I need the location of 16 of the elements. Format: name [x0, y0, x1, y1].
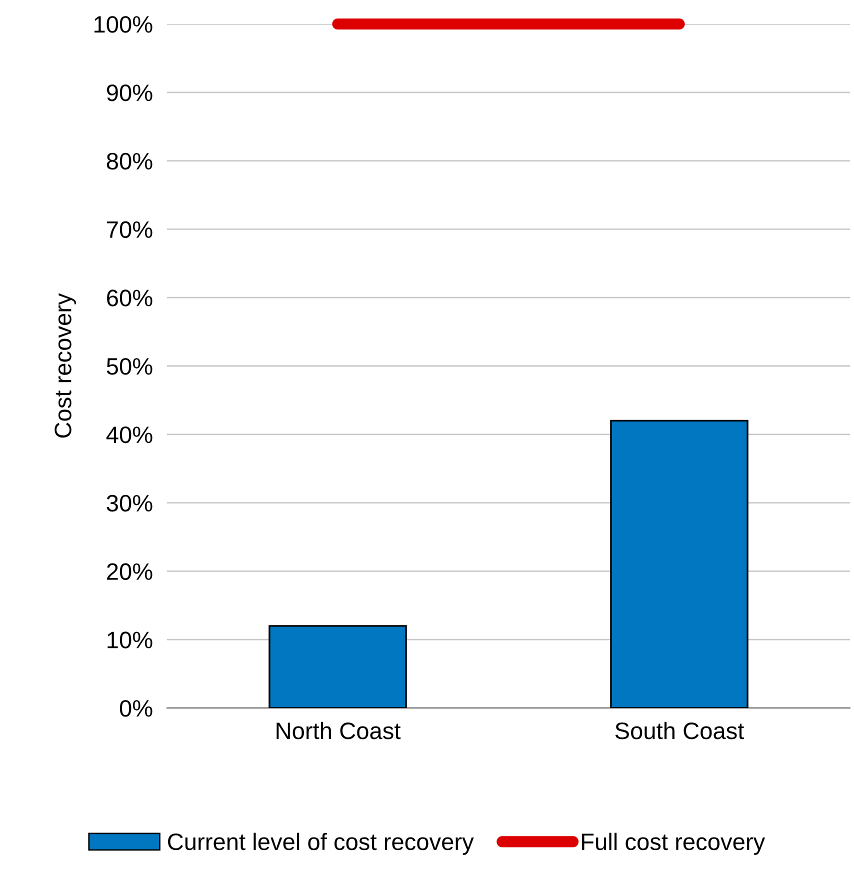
y-tick-label: 30%: [106, 494, 152, 512]
x-tick-label: North Coast: [276, 722, 401, 740]
y-tick-label: 100%: [94, 16, 152, 33]
y-tick-label: 60%: [107, 290, 152, 306]
y-tick-label: 90%: [106, 84, 152, 102]
legend-label: Full cost recovery: [582, 832, 766, 855]
y-tick-label: 20%: [107, 563, 152, 580]
y-tick-label: 70%: [107, 221, 152, 238]
x-tick-label: South Coast: [615, 722, 744, 740]
y-tick-label: 80%: [106, 152, 152, 170]
y-tick-label: 0%: [120, 700, 152, 717]
y-tick-label: 10%: [108, 632, 152, 648]
y-tick-label: 40%: [106, 426, 152, 444]
y-axis-title: Cost recovery: [54, 293, 76, 438]
legend-label: Current level of cost recovery: [168, 832, 474, 855]
y-tick-label: 50%: [106, 358, 152, 375]
